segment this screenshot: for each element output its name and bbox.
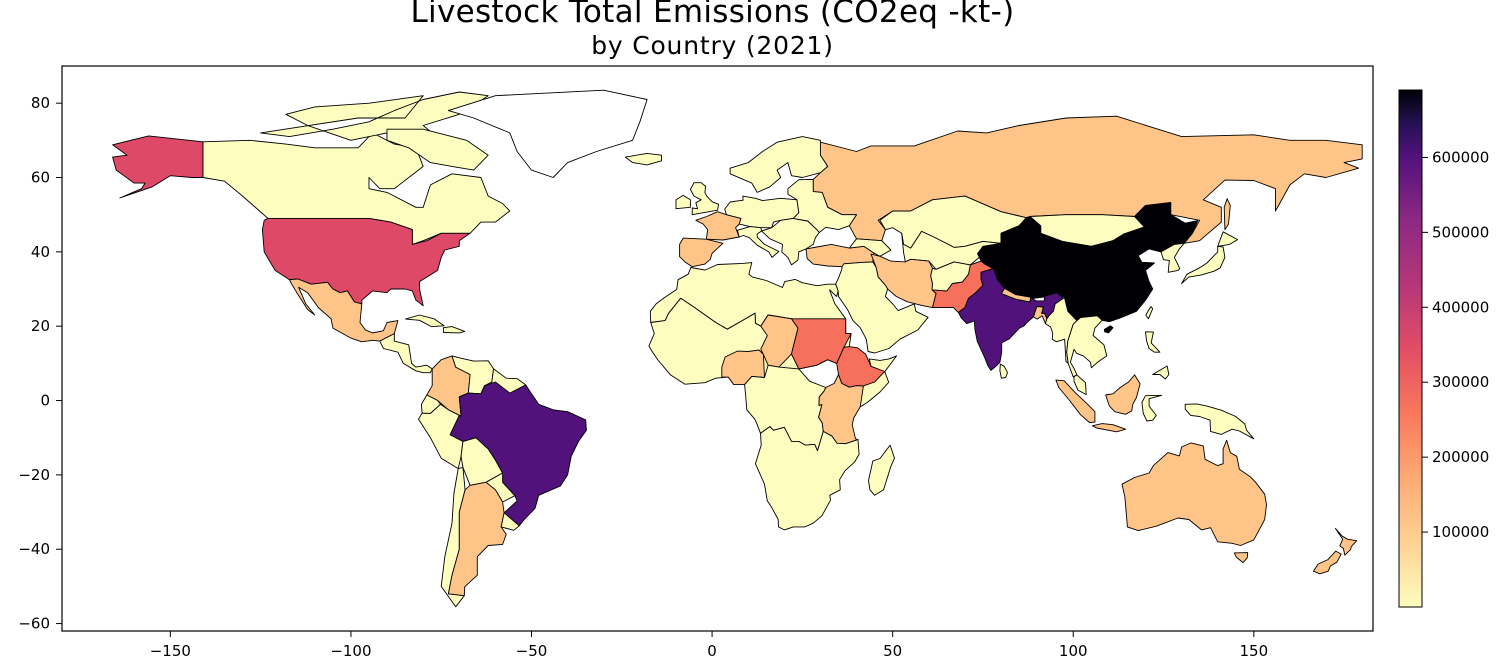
colorbar-gradient	[1398, 89, 1423, 608]
country-philippines	[1145, 331, 1161, 353]
chart-title: Livestock Total Emissions (CO2eq -kt-)	[410, 0, 1015, 30]
country-sumatra	[1055, 379, 1096, 423]
x-tick-label: 100	[1059, 642, 1088, 656]
country-ireland	[675, 194, 691, 210]
country-caucasus	[848, 238, 892, 257]
plot-frame	[61, 65, 1374, 632]
colorbar-tick-label: 400000	[1432, 298, 1489, 316]
colorbar-tick-label: 200000	[1432, 448, 1489, 466]
country-hispaniola	[442, 326, 466, 334]
country-new-guinea	[1184, 403, 1255, 440]
country-hainan	[1103, 325, 1114, 334]
country-madagascar	[868, 444, 895, 496]
country-koreas	[1160, 242, 1185, 273]
country-sulawesi	[1141, 394, 1163, 422]
country-argentina	[447, 481, 507, 597]
country-hokkaido	[1217, 231, 1239, 247]
x-tick-label: −50	[516, 642, 548, 656]
chart-subtitle: by Country (2021)	[591, 31, 834, 60]
colorbar: 100000 200000 300000 400000 500000 600000	[1398, 89, 1489, 608]
country-greenland	[447, 89, 648, 178]
country-uruguay	[500, 512, 520, 531]
country-somalia	[859, 355, 898, 408]
colorbar-tick-label: 300000	[1432, 373, 1489, 391]
country-bangladesh	[1033, 306, 1048, 325]
country-mindanao	[1152, 365, 1170, 380]
y-tick-label: 20	[31, 317, 50, 335]
country-uk	[689, 182, 720, 216]
y-tick-label: −20	[18, 466, 50, 484]
country-sudan	[791, 318, 852, 370]
country-italy	[736, 226, 780, 258]
country-indochina	[1066, 315, 1108, 378]
map-area	[112, 89, 1363, 608]
country-australia	[1121, 439, 1267, 546]
country-iceland	[624, 152, 662, 166]
axes: −150 −100 −50 0 50 100 150 −60 −40 −20 0 20 40 60 80	[18, 65, 1374, 656]
x-tick-label: 0	[707, 642, 717, 656]
y-tick-label: −40	[18, 540, 50, 558]
country-southern-africa	[754, 426, 860, 531]
country-borneo	[1105, 374, 1141, 415]
country-middle-east	[835, 261, 929, 354]
x-tick-label: 50	[883, 642, 902, 656]
country-eastern-europe	[787, 178, 857, 233]
colorbar-tick-label: 600000	[1432, 148, 1489, 166]
country-scandinavia	[729, 136, 829, 193]
country-nz-south	[1312, 550, 1342, 575]
colorbar-tick-label: 100000	[1432, 523, 1489, 541]
y-tick-label: 60	[31, 169, 50, 187]
country-iberia	[679, 237, 724, 268]
x-tick-label: −100	[330, 642, 371, 656]
country-tasmania	[1233, 552, 1249, 564]
y-tick-label: 40	[31, 243, 50, 261]
colorbar-tick-label: 500000	[1432, 223, 1489, 241]
x-tick-label: −150	[150, 642, 191, 656]
country-japan	[1181, 245, 1226, 284]
y-tick-label: −60	[18, 615, 50, 633]
country-sakhalin	[1223, 198, 1231, 231]
country-central-america	[379, 333, 433, 374]
country-france	[695, 211, 742, 241]
country-baffin-island	[386, 128, 489, 171]
country-nz-north	[1334, 527, 1358, 556]
country-java	[1091, 423, 1127, 433]
country-malay-peninsula	[1073, 374, 1087, 396]
country-balkans	[761, 217, 820, 266]
country-chad	[760, 314, 799, 368]
country-sri-lanka	[999, 363, 1008, 379]
country-cuba	[405, 314, 445, 328]
country-alaska	[112, 135, 204, 199]
y-tick-label: 0	[40, 392, 50, 410]
y-tick-label: 80	[31, 94, 50, 112]
x-tick-label: 150	[1239, 642, 1268, 656]
country-nepal	[1000, 287, 1032, 303]
country-taiwan	[1145, 306, 1154, 320]
